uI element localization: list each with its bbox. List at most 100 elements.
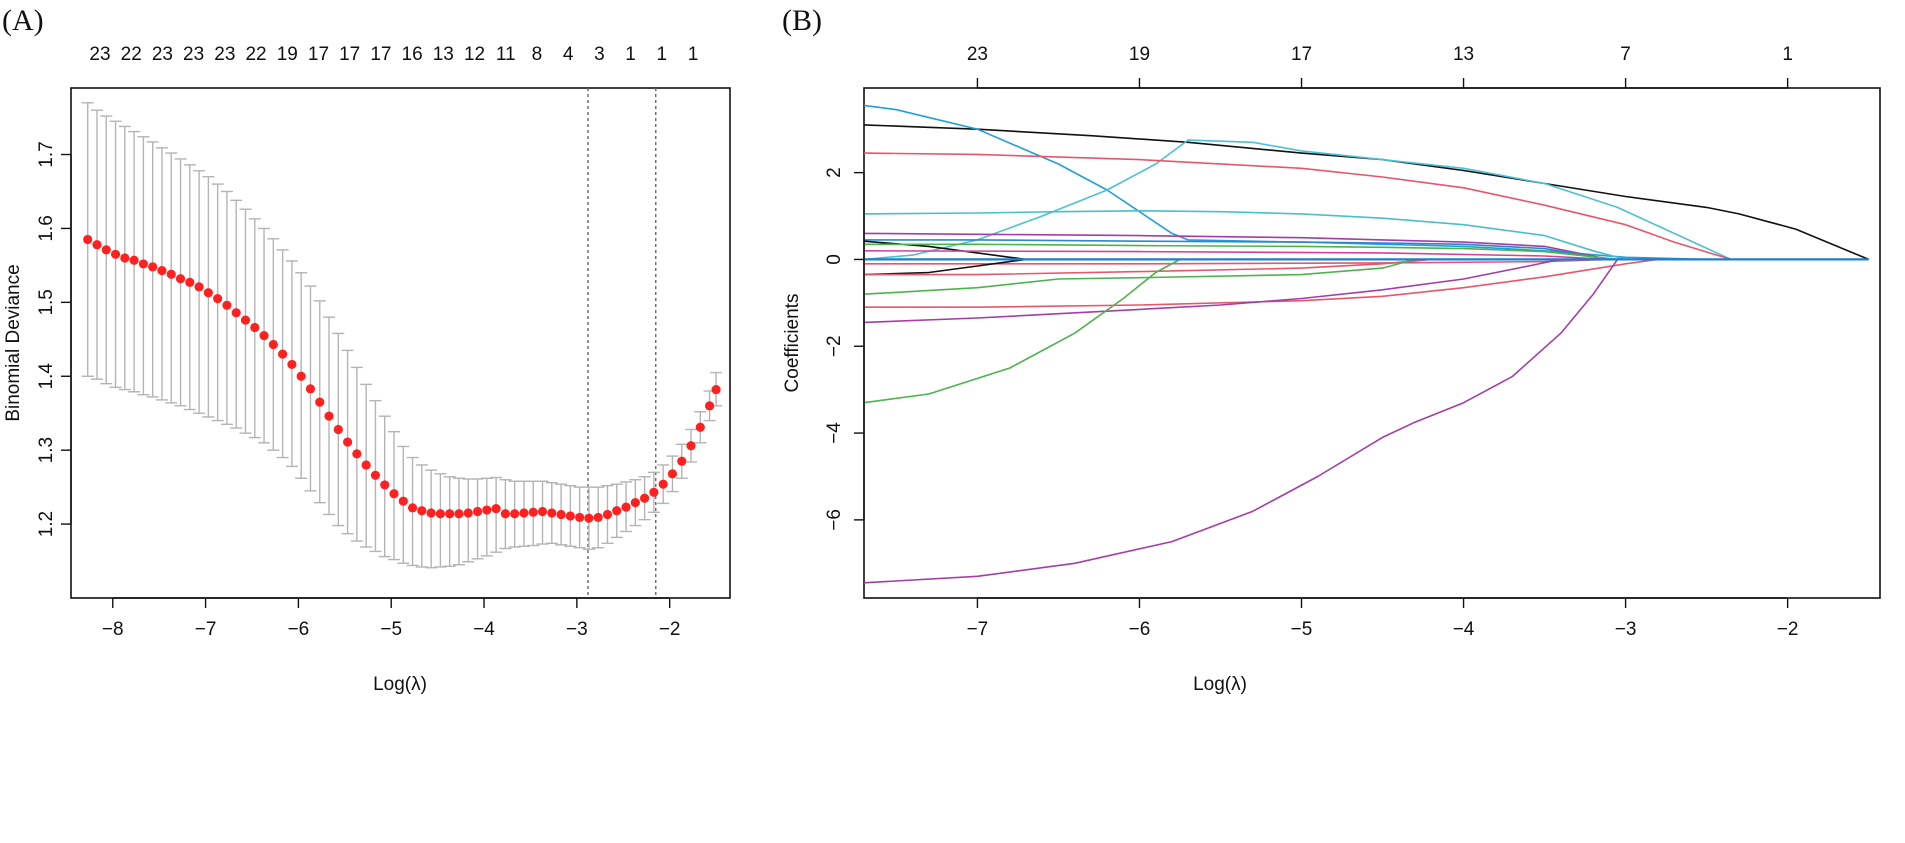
panel-a-point [547,508,557,518]
panel-a-point [185,277,195,287]
panel-b-coefficient-path [863,232,1610,261]
panel-a-point [398,496,408,506]
panel-a-point [519,508,529,518]
panel-a-point [222,300,232,310]
panel-a-point [575,512,585,523]
panel-b-coefficient-path [863,258,1181,404]
panel-a-point [528,507,538,517]
panel-a-point [695,422,705,432]
panel-b-coefficient-path [864,258,1610,265]
panel-a-x-tick-label: −7 [195,619,217,640]
panel-b-x-tick-label: −3 [1615,619,1637,640]
panel-a-top-label: 23 [89,44,110,65]
panel-b-coefficient-path [863,124,1870,261]
panel-a-point [250,322,260,333]
panel-a-point [491,503,501,514]
panel-a-point [565,511,575,521]
panel-a-point [157,265,167,276]
panel-b-plot-frame [863,87,1881,599]
panel-b-y-tick-label: −6 [824,509,845,531]
panel-a-point [593,512,603,523]
panel-b: (B) −7 −6 −5 −4 −3 −2 −6 −4 −2 0 2 23 19 17 13 7 1 Log… [782,4,1881,695]
panel-a-point [426,508,436,518]
panel-b-x-tick-label: −4 [1453,619,1475,640]
panel-a-top-label: 1 [688,44,699,65]
panel-a-top-label: 22 [245,44,266,65]
panel-a-point [472,506,483,517]
panel-a-point [259,331,269,341]
panel-a-top-label: 17 [339,44,360,65]
panel-a-point [500,509,510,519]
panel-a-point [287,359,297,370]
panel-b-x-axis-label: Log(λ) [1193,674,1247,695]
panel-a-top-label: 3 [594,44,605,65]
panel-a-x-tick-label: −5 [380,619,402,640]
panel-b-x-tick-label: −5 [1291,619,1313,640]
panel-a-point [463,508,473,518]
panel-b-top-label: 23 [967,44,988,65]
panel-a-top-label: 8 [532,44,543,65]
panel-a-point [389,489,399,499]
panel-a-point [630,498,640,508]
panel-b-top-label: 1 [1782,44,1793,65]
panel-a-top-label: 16 [402,44,423,65]
panel-a-point [556,509,566,520]
panel-a-top-label: 1 [625,44,636,65]
panel-b-coefficient-path [863,139,1732,261]
panel-a-x-tick-label: −4 [473,619,495,640]
panel-a-point [166,269,176,279]
panel-a-point [305,384,316,394]
panel-a-top-label: 4 [563,44,574,65]
panel-a-point [110,249,121,259]
panel-a-top-label: 1 [657,44,668,65]
panel-a-x-tick-label: −2 [659,619,681,640]
panel-a-point [704,401,715,411]
panel-a-top-label: 12 [464,44,485,65]
panel-b-top-label: 17 [1291,44,1312,65]
panel-b-y-tick-label: −2 [824,335,845,357]
panel-a-point [296,371,306,381]
panel-b-y-axis-label: Coefficients [782,294,803,393]
panel-a-point [194,282,204,292]
panel-a-label: (A) [2,4,44,37]
panel-a-y-tick-label: 1.4 [36,363,57,390]
panel-b-y-tick-label: −4 [824,422,845,444]
panel-a-y-tick-label: 1.6 [36,215,57,241]
panel-a-point [537,506,548,517]
panel-a-point [407,503,418,513]
panel-a-point [333,424,343,435]
panel-a-top-label: 23 [152,44,173,65]
panel-b-coefficient-path [863,258,1416,295]
panel-b-top-label: 13 [1453,44,1474,65]
panel-a-x-axis-label: Log(λ) [373,674,427,695]
panel-a-y-tick-label: 1.5 [36,289,57,315]
panel-a-point [203,288,213,298]
panel-b-label: (B) [782,4,822,37]
panel-a-point [83,234,93,245]
panel-a-y-tick-label: 1.3 [36,437,57,463]
panel-a-point [417,506,427,516]
panel-a-point [649,487,659,497]
panel-a-point [454,509,464,519]
panel-a-top-label: 13 [433,44,454,65]
panel-a-point [361,460,371,470]
panel-a-x-tick-label: −8 [102,619,124,640]
panel-b-coefficient-path [863,258,1027,276]
panel-a: (A) −8 −7 −6 −5 −4 −3 −2 1.2 1.3 1.4 1.5 1.6 1.7 23… [2,4,731,695]
panel-b-x-tick-label: −2 [1777,619,1799,640]
panel-a-point [584,513,594,523]
panel-a-y-tick-label: 1.2 [36,511,57,537]
panel-a-point [686,441,696,451]
panel-a-top-label: 23 [214,44,235,65]
panel-b-y-tick-label: 0 [824,254,845,265]
panel-a-point [667,469,678,479]
panel-b-coefficient-path [864,258,1432,276]
panel-a-point [231,308,241,318]
panel-a-top-label: 17 [370,44,391,65]
panel-b-y-tick-label: 2 [824,167,845,178]
panel-a-point [213,294,223,304]
panel-a-top-label: 19 [277,44,298,65]
panel-a-top-label: 17 [308,44,329,65]
panel-b-coefficient-path [864,239,1610,261]
